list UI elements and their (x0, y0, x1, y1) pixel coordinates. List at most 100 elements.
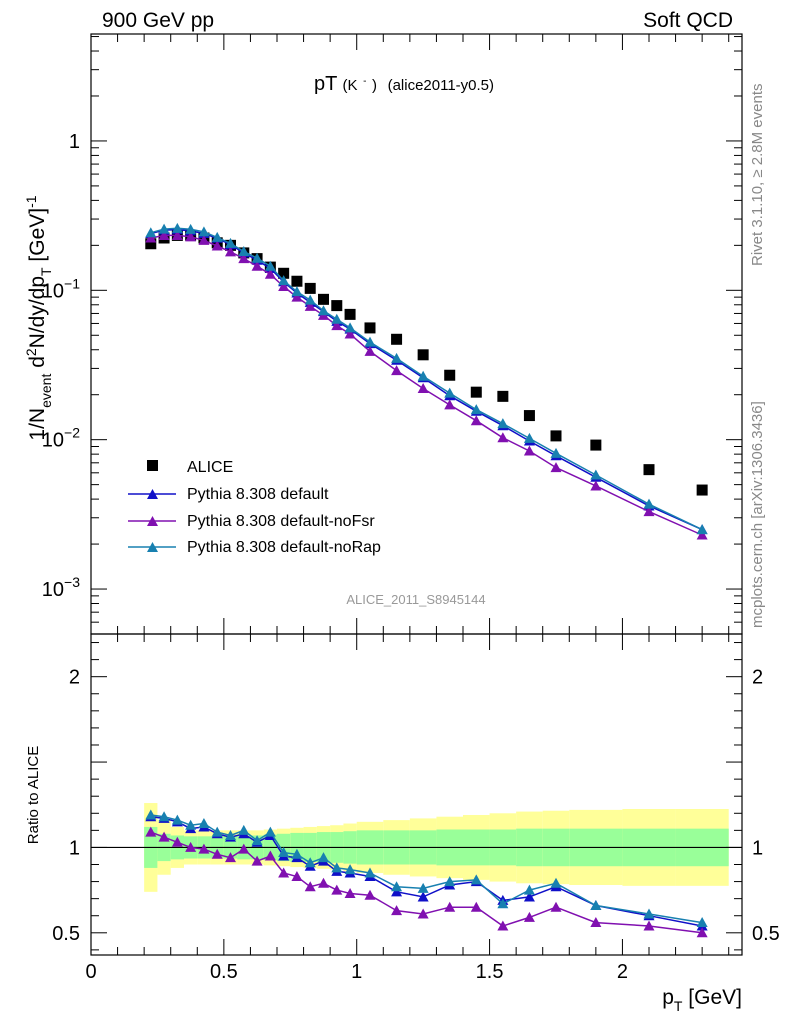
ratio-point-pythia-8-308-default-nofsr (185, 841, 197, 852)
ratio-y-tick-label-right: 0.5 (752, 923, 780, 945)
ratio-point-pythia-8-308-default-nofsr (264, 850, 276, 861)
ratio-point-pythia-8-308-default-nofsr (643, 920, 655, 931)
point-pythia-8-308-default-norap (251, 252, 263, 263)
point-pythia-8-308-default-nofsr (444, 399, 456, 410)
point-pythia-8-308-default-norap (550, 447, 562, 458)
ratio-point-pythia-8-308-default-nofsr (211, 848, 223, 859)
ratio-point-pythia-8-308-default-norap (291, 848, 303, 859)
point-pythia-8-308-default-nofsr (185, 231, 197, 242)
point-pythia-8-308-default-nofsr (391, 365, 403, 376)
ratio-point-pythia-8-308-default-nofsr (225, 852, 236, 863)
ratio-point-pythia-8-308-default-nofsr (145, 826, 157, 837)
point-pythia-8-308-default-nofsr (550, 462, 562, 473)
ratio-point-pythia-8-308-default-nofsr (304, 881, 316, 892)
point-alice (497, 390, 509, 402)
point-pythia-8-308-default-nofsr (304, 300, 316, 311)
point-alice (344, 308, 356, 320)
ratio-point-pythia-8-308-default-nofsr (344, 888, 356, 899)
point-pythia-8-308-default-nofsr (364, 345, 376, 356)
ratio-uncertainty-bands (91, 803, 742, 892)
ratio-point-pythia-8-308-default-nofsr (238, 843, 250, 854)
ratio-point-pythia-8-308-default-norap (158, 811, 170, 822)
header-left: 900 GeV pp (102, 9, 214, 32)
point-pythia-8-308-default-norap (318, 305, 329, 316)
x-tick-label: 2 (617, 961, 628, 983)
point-pythia-8-308-default-nofsr (497, 432, 509, 443)
point-alice (590, 439, 602, 451)
point-alice (444, 369, 456, 381)
x-tick-label: 0.5 (210, 961, 238, 983)
point-alice (278, 267, 290, 279)
ratio-point-pythia-8-308-default-norap (211, 826, 223, 837)
plot-title-particle-sup: - (363, 76, 366, 87)
point-pythia-8-308-default-nofsr (171, 229, 183, 240)
ratio-point-pythia-8-308-default-nofsr (291, 870, 303, 881)
point-pythia-8-308-default-norap (364, 336, 376, 347)
ratio-point-pythia-8-308-default (391, 886, 403, 897)
point-pythia-8-308-default-norap (523, 432, 535, 443)
point-pythia-8-308-default-nofsr (291, 291, 303, 302)
rivet-version-text: Rivet 3.1.10, ≥ 2.8M events (749, 84, 766, 267)
point-pythia-8-308-default-norap (304, 294, 316, 305)
ratio-point-pythia-8-308-default-norap (444, 876, 456, 887)
point-pythia-8-308-default-nofsr (590, 480, 602, 491)
main-y-tick-label: 10−3 (42, 574, 80, 601)
ratio-point-pythia-8-308-default-nofsr (497, 920, 509, 931)
x-axis-label: pT [GeV] (662, 986, 742, 1014)
ratio-point-pythia-8-308-default-nofsr (417, 908, 429, 919)
ratio-point-pythia-8-308-default-nofsr (444, 901, 456, 912)
ratio-y-tick-label-right: 1 (752, 837, 763, 859)
point-pythia-8-308-default-norap (470, 404, 482, 415)
point-alice (331, 300, 343, 312)
x-tick-label: 1 (351, 961, 362, 983)
plot-title-particle-close: ) (372, 77, 377, 94)
x-tick-label: 0 (85, 961, 96, 983)
point-alice (550, 430, 562, 442)
main-y-tick-label: 10−1 (42, 275, 80, 302)
point-pythia-8-308-default-nofsr (238, 253, 250, 264)
point-pythia-8-308-default-nofsr (264, 268, 276, 279)
ratio-point-pythia-8-308-default (523, 891, 535, 902)
legend-label-norap: Pythia 8.308 default-noRap (187, 539, 381, 556)
plot-title: pT (K - ) (alice2011-y0.5) (314, 67, 494, 95)
ratio-point-pythia-8-308-default-norap (331, 862, 343, 873)
ratio-point-pythia-8-308-default-nofsr (696, 927, 708, 938)
x-tick-label: 1.5 (476, 961, 504, 983)
point-pythia-8-308-default-nofsr (158, 229, 170, 240)
mcplots-citation-text: mcplots.cern.ch [arXiv:1306.3436] (749, 401, 766, 628)
ratio-point-pythia-8-308-default-norap (198, 818, 210, 829)
point-pythia-8-308-default-nofsr (145, 232, 157, 243)
legend-marker-alice (147, 460, 158, 471)
point-pythia-8-308-default-norap (225, 237, 236, 248)
point-pythia-8-308-default-norap (171, 222, 183, 233)
plot-title-main: pT (314, 73, 337, 95)
ratio-point-pythia-8-308-default-norap (238, 824, 250, 835)
ratio-point-pythia-8-308-default-nofsr (590, 917, 602, 928)
ratio-point-pythia-8-308-default-nofsr (391, 905, 403, 916)
point-pythia-8-308-default-nofsr (523, 445, 535, 456)
ratio-point-pythia-8-308-default-nofsr (470, 901, 482, 912)
point-pythia-8-308-default-nofsr (251, 260, 263, 271)
point-pythia-8-308-default-norap (696, 524, 708, 535)
legend-marker-default (147, 489, 158, 499)
legend: ALICE Pythia 8.308 default Pythia 8.308 … (128, 459, 381, 556)
ratio-y-tick-label-right: 2 (752, 667, 763, 689)
point-pythia-8-308-default-norap (158, 223, 170, 234)
ratio-series-layer (145, 809, 708, 938)
ratio-point-pythia-8-308-default-norap (696, 917, 708, 928)
point-pythia-8-308-default-norap (497, 418, 509, 429)
ratio-point-pythia-8-308-default-norap (470, 874, 482, 885)
point-pythia-8-308-default-norap (278, 275, 290, 286)
ratio-point-pythia-8-308-default-nofsr (318, 877, 329, 888)
point-alice (145, 238, 157, 250)
ratio-point-pythia-8-308-default-nofsr (550, 901, 562, 912)
ratio-point-pythia-8-308-default-nofsr (158, 831, 170, 842)
ratio-point-pythia-8-308-default-norap (145, 809, 157, 820)
point-pythia-8-308-default-norap (444, 387, 456, 398)
point-alice (470, 386, 482, 398)
ratio-point-pythia-8-308-default-norap (523, 884, 535, 895)
point-alice (391, 333, 403, 345)
ratio-point-pythia-8-308-default-norap (171, 814, 183, 825)
legend-label-nofsr: Pythia 8.308 default-noFsr (187, 513, 375, 530)
